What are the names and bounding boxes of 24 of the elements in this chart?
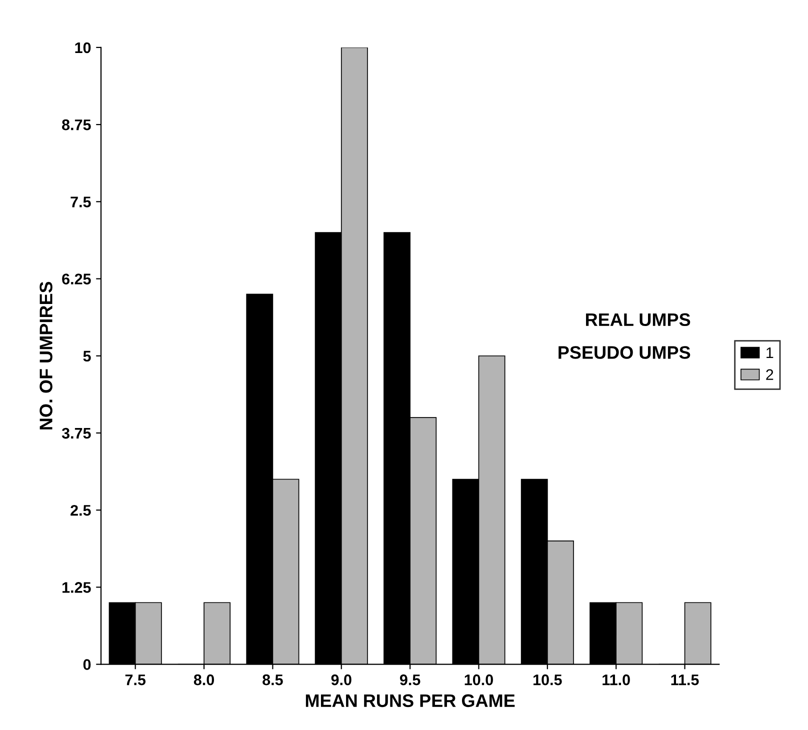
x-tick-label: 10.5 (534, 674, 562, 686)
y-tick-label: 5 (83, 350, 91, 362)
x-tick-label: 11.5 (671, 674, 699, 686)
x-tick-label: 9.5 (400, 674, 420, 686)
y-tick-label: 10 (75, 42, 91, 54)
y-tick-label: 8.75 (62, 119, 91, 130)
x-tick-label: 10.0 (464, 674, 493, 686)
y-axis-title: NO. OF UMPIRES (40, 282, 52, 430)
legend-label: 2 (766, 369, 774, 380)
y-tick-label: 2.5 (70, 504, 91, 516)
legend-label: 1 (766, 348, 774, 358)
annotation: PSEUDO UMPS (558, 346, 690, 359)
x-tick-label: 7.5 (125, 674, 146, 686)
x-tick-label: 11.0 (602, 674, 630, 686)
y-tick-label: 1.25 (62, 582, 91, 593)
x-axis-title: MEAN RUNS PER GAME (306, 694, 515, 708)
x-tick-label: 9.0 (331, 674, 352, 686)
y-tick-label: 0 (83, 659, 91, 670)
y-tick-label: 3.75 (62, 428, 91, 439)
y-tick-label: 6.25 (62, 274, 91, 284)
x-tick-label: 8.0 (194, 674, 214, 686)
annotation: REAL UMPS (586, 313, 690, 326)
y-tick-label: 7.5 (70, 196, 91, 208)
x-tick-label: 8.5 (262, 674, 283, 686)
